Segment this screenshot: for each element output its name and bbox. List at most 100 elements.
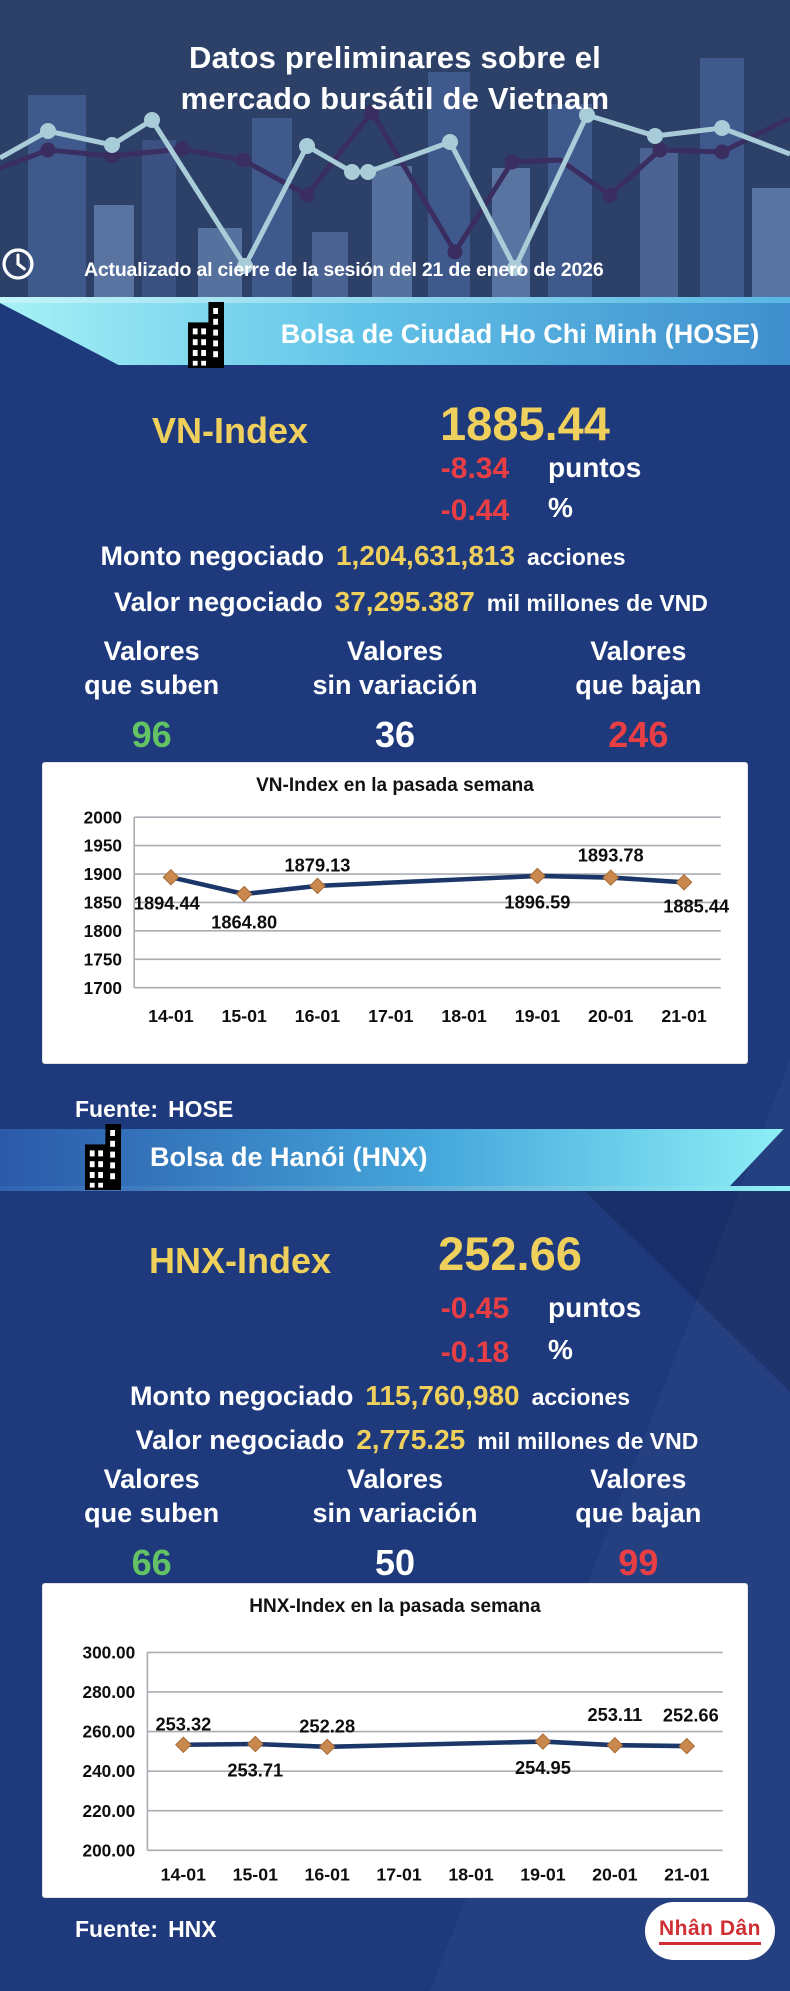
- decorative-market-graphic: [0, 58, 790, 297]
- hnx-volume-unit: acciones: [531, 1384, 631, 1410]
- decorative-dark-line: [0, 107, 790, 257]
- hnx-volume-row: Monto negociado 115,760,980 acciones: [0, 1380, 775, 1412]
- vn-decliners: Valores que bajan 246: [517, 634, 760, 756]
- vn-decliners-count: 246: [608, 714, 669, 755]
- vn-advancers-count: 96: [131, 714, 172, 755]
- svg-text:20-01: 20-01: [592, 1865, 638, 1885]
- hnx-decliners-count: 99: [618, 1542, 659, 1583]
- hnx-change-points: -0.45: [440, 1292, 510, 1325]
- clock-icon: [2, 248, 34, 280]
- vn-turnover-unit: mil millones de VND: [486, 590, 708, 616]
- hnx-banner: [0, 1129, 784, 1186]
- hnx-volume-value: 115,760,980: [365, 1380, 520, 1411]
- hnx-advancers-label-line2: que suben: [84, 1498, 220, 1528]
- svg-text:1950: 1950: [84, 836, 122, 856]
- hose-source-name: HOSE: [168, 1096, 234, 1122]
- hnx-source-label: Fuente:: [75, 1916, 159, 1942]
- hnx-advancers-count: 66: [131, 1542, 172, 1583]
- svg-text:240.00: 240.00: [83, 1761, 136, 1781]
- hose-banner-top-stripe: [0, 297, 790, 303]
- svg-text:1864.80: 1864.80: [211, 912, 277, 933]
- header: Datos preliminares sobre el mercado burs…: [0, 0, 790, 297]
- svg-text:17-01: 17-01: [376, 1865, 422, 1885]
- svg-text:252.28: 252.28: [299, 1716, 355, 1737]
- svg-text:21-01: 21-01: [661, 1006, 707, 1026]
- hose-source: Fuente: HOSE: [75, 1096, 243, 1123]
- hnx-turnover-value: 2,775.25: [356, 1424, 466, 1455]
- hnx-decliners-label-line1: Valores: [590, 1464, 687, 1494]
- svg-text:253.11: 253.11: [587, 1704, 642, 1725]
- svg-text:254.95: 254.95: [515, 1757, 571, 1778]
- vn-unchanged-label-line2: sin variación: [312, 670, 478, 700]
- update-row: Actualizado al cierre de la sesión del 2…: [0, 246, 790, 294]
- vn-change-percent-unit: %: [548, 492, 573, 523]
- svg-text:1700: 1700: [84, 978, 122, 998]
- vn-index-chart-card: VN-Index en la pasada semana 2000 1950 190…: [42, 762, 748, 1064]
- vn-volume-label: Monto negociado: [100, 541, 324, 571]
- hnx-movers: Valores que suben 66 Valores sin variaci…: [30, 1462, 760, 1584]
- svg-text:1800: 1800: [84, 921, 122, 941]
- hnx-unchanged: Valores sin variación 50: [273, 1462, 516, 1584]
- hnx-change-points-unit: puntos: [548, 1292, 642, 1323]
- vn-turnover-label: Valor negociado: [114, 587, 323, 617]
- svg-text:20-01: 20-01: [588, 1006, 634, 1026]
- vn-chart-title: VN-Index en la pasada semana: [256, 775, 534, 796]
- building-icon: [188, 302, 224, 368]
- svg-text:19-01: 19-01: [520, 1865, 566, 1885]
- vn-index-label: VN-Index: [151, 410, 309, 451]
- nhan-dan-logo-text: Nhân Dân: [658, 1917, 761, 1945]
- vn-turnover-row: Valor negociado 37,295.387 mil millones …: [16, 586, 790, 618]
- svg-text:14-01: 14-01: [161, 1865, 207, 1885]
- decorative-light-dots: [40, 107, 730, 276]
- hnx-index-line-chart: 300.00 280.00 260.00 240.00 220.00 200.00 14-0…: [43, 1618, 747, 1896]
- svg-text:19-01: 19-01: [515, 1006, 561, 1026]
- hnx-chart-title: HNX-Index en la pasada semana: [249, 1596, 541, 1617]
- svg-text:220.00: 220.00: [83, 1801, 136, 1821]
- vn-change-points-unit: puntos: [548, 452, 642, 483]
- svg-text:1896.59: 1896.59: [504, 891, 570, 912]
- vn-volume-unit: acciones: [527, 544, 626, 570]
- vn-volume-value: 1,204,631,813: [335, 540, 516, 571]
- svg-text:15-01: 15-01: [221, 1006, 267, 1026]
- hnx-turnover-row: Valor negociado 2,775.25 mil millones de…: [22, 1424, 790, 1456]
- svg-text:21-01: 21-01: [664, 1865, 710, 1885]
- vn-unchanged-label-line1: Valores: [346, 636, 444, 666]
- vn-decliners-label-line2: que bajan: [575, 670, 702, 700]
- svg-text:15-01: 15-01: [233, 1865, 279, 1885]
- svg-text:253.71: 253.71: [227, 1759, 283, 1780]
- svg-text:18-01: 18-01: [441, 1006, 487, 1026]
- svg-text:1879.13: 1879.13: [284, 855, 350, 876]
- vn-unchanged: Valores sin variación 36: [273, 634, 516, 756]
- hnx-index-chart-card: HNX-Index en la pasada semana 300.00 280.…: [42, 1583, 748, 1898]
- hnx-advancers: Valores que suben 66: [30, 1462, 273, 1584]
- svg-text:17-01: 17-01: [368, 1006, 414, 1026]
- vn-volume-row: Monto negociado 1,204,631,813 acciones: [0, 540, 758, 572]
- vn-advancers-label-line1: Valores: [103, 636, 200, 666]
- svg-text:16-01: 16-01: [304, 1865, 350, 1885]
- svg-text:1894.44: 1894.44: [134, 893, 201, 914]
- hose-banner-title: Bolsa de Ciudad Ho Chi Minh (HOSE): [280, 319, 760, 349]
- nhan-dan-logo: Nhân Dân: [645, 1902, 775, 1960]
- hnx-banner-bottom-stripe: [0, 1186, 790, 1191]
- hnx-turnover-label: Valor negociado: [135, 1425, 345, 1455]
- vn-change-points: -8.34: [440, 452, 510, 485]
- decorative-dark-dots: [40, 104, 730, 260]
- hnx-change-percent: -0.18: [440, 1336, 510, 1369]
- decorative-bars: [28, 58, 790, 297]
- vn-advancers: Valores que suben 96: [30, 634, 273, 756]
- hnx-source-name: HNX: [168, 1916, 217, 1942]
- svg-text:1900: 1900: [84, 864, 122, 884]
- hose-banner: [0, 303, 790, 365]
- svg-text:252.66: 252.66: [663, 1705, 719, 1726]
- svg-text:300.00: 300.00: [83, 1642, 136, 1662]
- svg-text:1893.78: 1893.78: [578, 844, 644, 865]
- svg-text:1850: 1850: [84, 893, 122, 913]
- hnx-decliners-label-line2: que bajan: [575, 1498, 702, 1528]
- hnx-index-value: 252.66: [438, 1227, 582, 1280]
- updated-at-text: Actualizado al cierre de la sesión del 2…: [84, 258, 604, 281]
- hose-source-label: Fuente:: [75, 1096, 159, 1122]
- hnx-unchanged-label-line2: sin variación: [312, 1498, 478, 1528]
- hnx-turnover-unit: mil millones de VND: [477, 1428, 699, 1454]
- svg-text:200.00: 200.00: [83, 1840, 136, 1860]
